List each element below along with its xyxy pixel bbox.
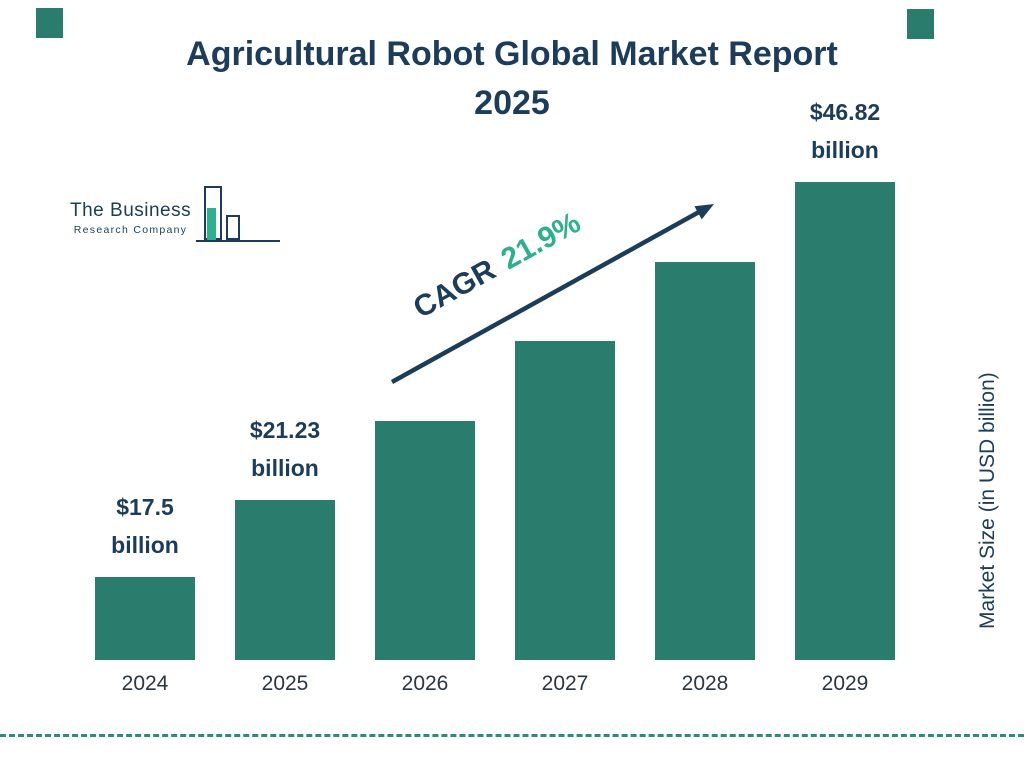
- bar-chart-logo-icon: [196, 184, 282, 242]
- x-tick-2028: 2028: [681, 672, 729, 695]
- corner-accent-left: [36, 8, 63, 38]
- cagr-trend-arrow: [390, 204, 714, 384]
- corner-accent-right: [907, 9, 934, 39]
- x-tick-2029: 2029: [821, 672, 869, 695]
- page-title: Agricultural Robot Global Market Report …: [0, 30, 1024, 129]
- bar-2027: [515, 341, 615, 660]
- bar-column-2027: 2027: [495, 86, 635, 698]
- company-logo: The Business Research Company: [70, 184, 282, 242]
- right-axis-label: Market Size (in USD billion): [976, 372, 999, 630]
- bottom-dashed-divider: [0, 734, 1024, 737]
- logo-subname: Research Company: [73, 224, 188, 236]
- bar-column-2025: $21.23 billion 2025: [215, 86, 355, 698]
- bar-value-label-2024: $17.5 billion: [111, 489, 179, 565]
- bar-value-unit: billion: [111, 532, 179, 559]
- bar-value: $21.23: [249, 417, 321, 444]
- bar-value: $46.82: [809, 99, 881, 126]
- page-title-line2: 2025: [474, 84, 550, 123]
- bar-value-unit: billion: [251, 455, 319, 482]
- page-title-line1: Agricultural Robot Global Market Report: [186, 35, 838, 73]
- x-tick-2024: 2024: [121, 672, 169, 695]
- bar-2029: [795, 182, 895, 660]
- bar-value-label-2025: $21.23 billion: [250, 412, 320, 488]
- bar-column-2029: $46.82 billion 2029: [775, 86, 915, 698]
- bar-2025: [235, 500, 335, 660]
- bar-value-label-2029: $46.82 billion: [810, 94, 880, 170]
- bar-2026: [375, 421, 475, 660]
- company-logo-text: The Business Research Company: [70, 200, 191, 236]
- logo-bar-outline-short: [226, 215, 241, 240]
- bar-value-unit: billion: [811, 137, 879, 164]
- bar-2028: [655, 262, 755, 660]
- bar-column-2026: 2026: [355, 86, 495, 698]
- bar-chart: $17.5 billion 2024 $21.23 billion 2025 2…: [75, 86, 915, 698]
- logo-bar-green: [207, 208, 217, 240]
- logo-name: The Business: [70, 200, 192, 221]
- bar-value: $17.5: [116, 494, 174, 521]
- bar-2024: [95, 577, 195, 660]
- bar-column-2024: $17.5 billion 2024: [75, 86, 215, 698]
- bar-column-2028: 2028: [635, 86, 775, 698]
- logo-baseline: [196, 240, 281, 242]
- x-tick-2026: 2026: [401, 672, 449, 695]
- x-tick-2027: 2027: [541, 672, 589, 695]
- x-tick-2025: 2025: [261, 672, 309, 695]
